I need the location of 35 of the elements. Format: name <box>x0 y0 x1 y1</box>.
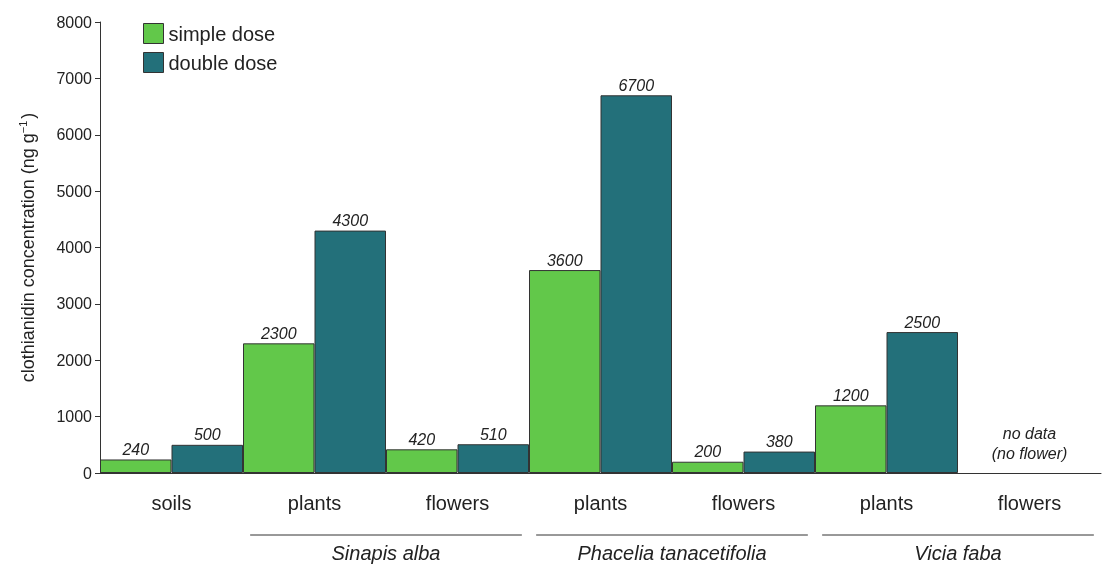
text: Phacelia tanacetifolia <box>577 542 767 564</box>
y-tick-label: 0 <box>83 464 93 482</box>
x-tick-label: flowers <box>997 492 1062 514</box>
annotation: no data (no flower) <box>991 424 1068 462</box>
data-label: 420 <box>408 430 436 448</box>
y-tick-label: 7000 <box>56 69 93 87</box>
data-label: 2300 <box>259 324 297 342</box>
data-label: 500 <box>193 426 221 444</box>
data-label: 6700 <box>618 76 655 94</box>
text: Vicia faba <box>914 542 1002 564</box>
data-label: 1200 <box>832 386 869 404</box>
x-tick-label: plants <box>573 492 628 514</box>
y-tick-label: 4000 <box>56 239 93 256</box>
y-tick-label: 6000 <box>56 126 93 144</box>
y-tick-label: 8000 <box>56 13 93 31</box>
x-tick-label: soils <box>151 492 192 514</box>
y-tick-label: 3000 <box>56 295 93 313</box>
x-tick-label: flowers <box>425 492 490 514</box>
x-tick-label: flowers <box>711 492 776 514</box>
data-label: 4300 <box>332 212 369 230</box>
data-label: 510 <box>479 425 507 443</box>
y-tick-label: 5000 <box>56 182 93 200</box>
text: Sinapis alba <box>331 542 441 564</box>
legend-label: simple dose <box>168 22 276 45</box>
data-label: 380 <box>765 433 793 451</box>
data-label: 240 <box>121 440 150 458</box>
y-tick-label: 1000 <box>56 408 93 426</box>
y-axis-title: clothianidin concentration (ng g−1) <box>16 112 38 383</box>
legend-label: double dose <box>168 51 278 74</box>
data-label: 2500 <box>903 313 941 331</box>
data-label: 3600 <box>546 251 583 269</box>
y-tick-label: 2000 <box>56 351 93 369</box>
data-label: 200 <box>693 443 722 461</box>
x-tick-label: plants <box>287 492 342 514</box>
x-tick-label: plants <box>859 492 914 514</box>
